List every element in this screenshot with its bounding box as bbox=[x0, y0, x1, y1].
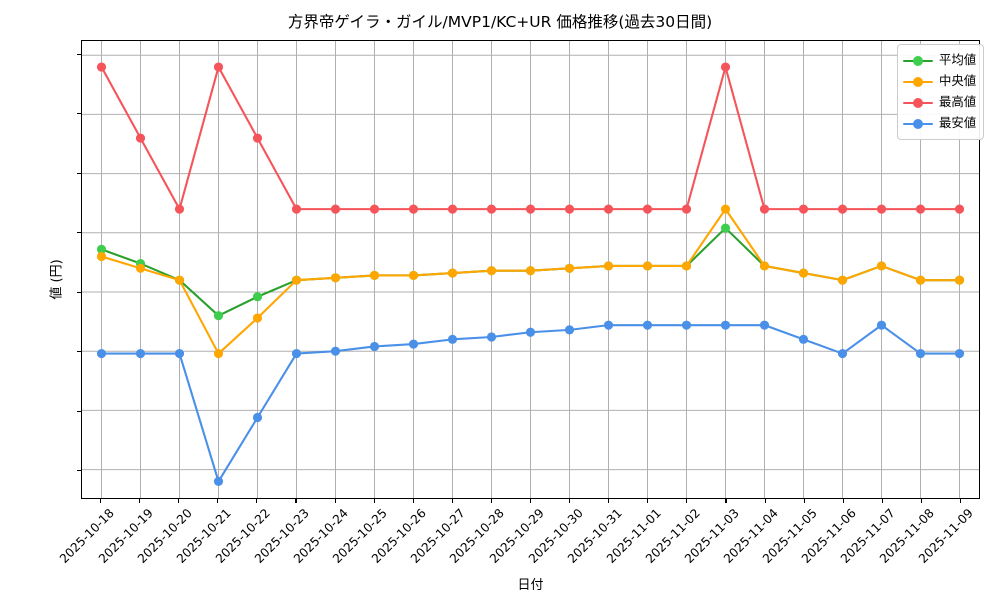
series-1 bbox=[96, 204, 965, 359]
x-tick-mark bbox=[608, 499, 610, 503]
series-2 bbox=[96, 62, 965, 214]
legend-item-1[interactable]: 中央値 bbox=[903, 71, 976, 92]
x-tick-mark bbox=[686, 499, 688, 503]
x-tick-mark bbox=[178, 499, 180, 503]
x-tick-mark bbox=[373, 499, 375, 503]
x-tick-mark bbox=[530, 499, 532, 503]
x-tick-mark bbox=[412, 499, 414, 503]
legend-label: 最安値 bbox=[939, 115, 977, 131]
legend-swatch-icon bbox=[903, 76, 933, 88]
chart-legend: 平均値中央値最高値最安値 bbox=[897, 44, 985, 140]
legend-label: 最高値 bbox=[939, 94, 977, 110]
chart-title: 方界帝ゲイラ・ガイル/MVP1/KC+UR 価格推移(過去30日間) bbox=[287, 13, 713, 31]
x-tick-mark bbox=[217, 499, 219, 503]
x-tick-mark bbox=[725, 499, 727, 503]
x-tick-mark bbox=[842, 499, 844, 503]
x-tick-mark bbox=[920, 499, 922, 503]
x-tick-mark bbox=[764, 499, 766, 503]
legend-label: 平均値 bbox=[939, 52, 977, 68]
legend-item-3[interactable]: 最安値 bbox=[903, 113, 976, 134]
legend-swatch-icon bbox=[903, 118, 933, 130]
x-tick-mark bbox=[569, 499, 571, 503]
x-tick-mark bbox=[295, 499, 297, 503]
x-axis-label: 日付 bbox=[517, 578, 544, 593]
x-tick-mark bbox=[959, 499, 962, 503]
data-series-layer bbox=[96, 62, 965, 487]
legend-swatch-icon bbox=[903, 55, 933, 67]
legend-swatch-icon bbox=[903, 97, 933, 109]
legend-item-0[interactable]: 平均値 bbox=[903, 50, 976, 71]
series-3 bbox=[96, 320, 965, 487]
legend-item-2[interactable]: 最高値 bbox=[903, 92, 976, 113]
x-tick-mark bbox=[256, 499, 258, 503]
x-tick-mark bbox=[881, 499, 883, 503]
y-axis-label: 値 (円) bbox=[49, 259, 65, 300]
x-tick-mark bbox=[451, 499, 453, 503]
x-tick-mark bbox=[139, 499, 141, 503]
legend-label: 中央値 bbox=[939, 73, 977, 89]
plot-area bbox=[81, 40, 980, 499]
x-tick-mark bbox=[803, 499, 805, 503]
x-tick-mark bbox=[334, 499, 336, 503]
x-tick-mark bbox=[100, 499, 102, 503]
x-tick-mark bbox=[647, 499, 649, 503]
x-tick-mark bbox=[490, 499, 492, 503]
